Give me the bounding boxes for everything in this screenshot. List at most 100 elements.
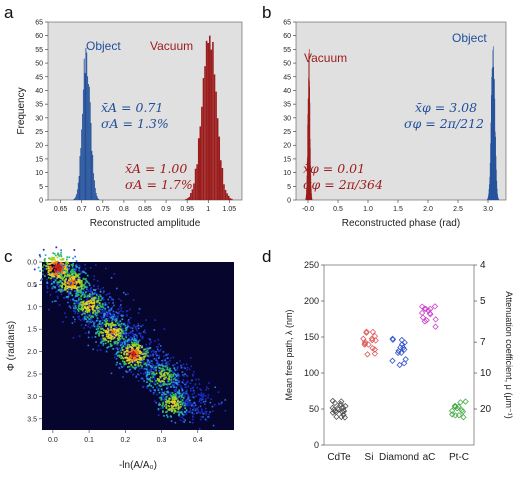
heatmap-cell xyxy=(144,352,147,355)
heatmap-cell xyxy=(60,290,62,293)
x-tick-label-a: 0.7 xyxy=(77,206,87,213)
heatmap-cell xyxy=(46,287,49,290)
heatmap-cell xyxy=(69,292,72,295)
heatmap-cell xyxy=(148,360,151,363)
heatmap-cell xyxy=(126,366,129,368)
heatmap-cell xyxy=(181,381,184,384)
heatmap-cell xyxy=(158,387,160,390)
heatmap-cell xyxy=(87,300,90,303)
heatmap-cell xyxy=(164,365,167,368)
heatmap-cell xyxy=(92,315,95,318)
heatmap-cell xyxy=(106,315,109,317)
heatmap-cell xyxy=(102,296,104,299)
heatmap-cell xyxy=(179,419,182,421)
heatmap-cell xyxy=(125,349,128,352)
heatmap-cell xyxy=(95,307,98,310)
heatmap-cell xyxy=(80,287,83,290)
hist-bar-b-object xyxy=(496,169,497,200)
heatmap-cell xyxy=(169,368,172,371)
heatmap-cell xyxy=(131,333,134,335)
heatmap-cell xyxy=(172,356,175,359)
heatmap-cell xyxy=(107,298,109,301)
heatmap-cell xyxy=(84,291,87,294)
heatmap-cell xyxy=(95,295,98,298)
heatmap-cell xyxy=(174,368,176,371)
heatmap-cell xyxy=(180,366,183,369)
heatmap-cell xyxy=(61,280,63,282)
heatmap-cell xyxy=(178,401,181,403)
heatmap-cell xyxy=(191,393,194,396)
heatmap-cell xyxy=(82,310,85,312)
heatmap-cell xyxy=(159,383,162,385)
heatmap-cell xyxy=(146,347,149,349)
heatmap-cell xyxy=(125,332,128,335)
heatmap-cell xyxy=(157,345,159,348)
heatmap-cell xyxy=(169,382,171,385)
heatmap-cell xyxy=(115,347,117,350)
heatmap-cell xyxy=(170,404,173,407)
heatmap-cell xyxy=(174,400,177,403)
heatmap-cell xyxy=(95,306,98,309)
x-axis-label-c: -ln(A/A₀) xyxy=(119,460,157,471)
heatmap-cell xyxy=(86,301,88,303)
heatmap-cell xyxy=(71,276,73,278)
heatmap-cell xyxy=(139,350,141,353)
scatter-point-cdte xyxy=(337,400,344,408)
heatmap-cell xyxy=(189,421,191,423)
heatmap-cell xyxy=(204,398,207,400)
heatmap-cell xyxy=(179,403,182,406)
heatmap-cell xyxy=(180,386,183,389)
heatmap-cell xyxy=(162,367,164,370)
heatmap-cell xyxy=(188,411,191,413)
heatmap-cell xyxy=(191,396,194,398)
heatmap-cell xyxy=(134,351,137,353)
heatmap-cell xyxy=(93,309,96,312)
heatmap-cell xyxy=(183,395,186,398)
heatmap-cell xyxy=(168,376,171,378)
heatmap-cell xyxy=(175,407,177,409)
heatmap-cell xyxy=(80,292,82,294)
heatmap-cell xyxy=(74,305,77,307)
heatmap-cell xyxy=(92,312,94,314)
heatmap-cell xyxy=(96,308,99,310)
heatmap-cell xyxy=(93,325,96,328)
heatmap-cell xyxy=(127,362,130,365)
hist-bar-b-object xyxy=(495,136,496,200)
heatmap-cell xyxy=(181,371,184,374)
heatmap-cell xyxy=(53,258,56,261)
heatmap-cell xyxy=(160,368,163,371)
heatmap-cell xyxy=(88,330,90,333)
heatmap-cell xyxy=(84,263,86,266)
heatmap-cell xyxy=(168,373,171,376)
heatmap-cell xyxy=(192,374,194,377)
heatmap-cell xyxy=(118,328,121,330)
heatmap-cell xyxy=(117,342,120,344)
heatmap-cell xyxy=(149,338,152,341)
heatmap-cell xyxy=(120,333,123,336)
hist-bar-b-object xyxy=(496,188,498,200)
heatmap-cell xyxy=(48,267,51,270)
heatmap-cell xyxy=(88,314,91,317)
heatmap-cell xyxy=(81,292,84,295)
heatmap-cell xyxy=(185,402,187,405)
heatmap-cell xyxy=(94,264,97,266)
heatmap-cell xyxy=(128,321,131,324)
heatmap-cell xyxy=(192,389,195,392)
heatmap-cell xyxy=(80,272,82,274)
heatmap-cell xyxy=(68,305,71,308)
heatmap-cell xyxy=(146,354,148,357)
heatmap-cell xyxy=(121,333,124,336)
heatmap-cell xyxy=(220,402,222,405)
heatmap-cell xyxy=(116,337,119,340)
heatmap-cell xyxy=(178,391,180,393)
heatmap-cell xyxy=(93,275,95,278)
heatmap-cell xyxy=(95,301,98,303)
heatmap-cell xyxy=(182,404,185,407)
heatmap-cell xyxy=(53,256,56,259)
heatmap-cell xyxy=(53,275,56,278)
y-axis-label-c: Φ (radians) xyxy=(6,321,17,371)
heatmap-cell xyxy=(115,319,118,322)
heatmap-cell xyxy=(135,374,138,377)
heatmap-cell xyxy=(202,393,205,395)
heatmap-cell xyxy=(86,294,89,297)
